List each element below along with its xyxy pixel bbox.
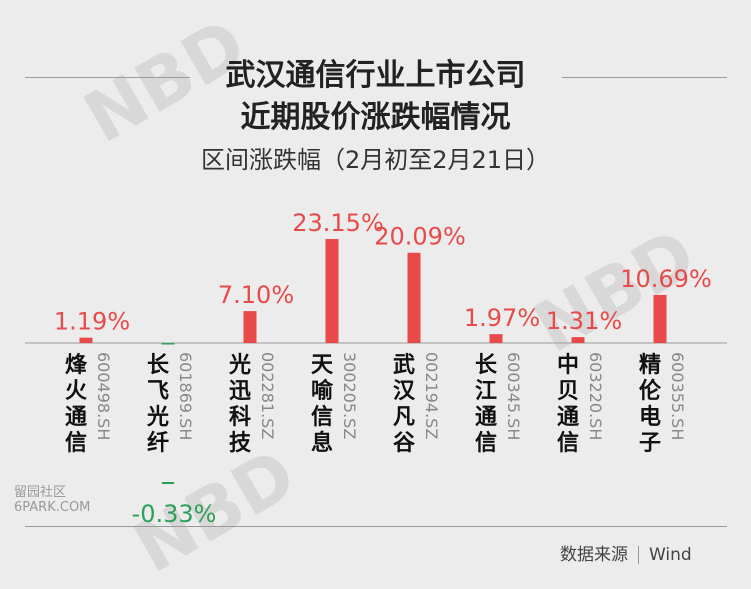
category-label-2: 长飞光纤 <box>146 353 170 456</box>
stock-code-1: 600498.SH <box>94 352 113 440</box>
bar-1 <box>79 337 93 343</box>
category-label-7: 中贝通信 <box>557 353 579 456</box>
category-label-1: 烽火通信 <box>65 352 88 456</box>
stock-code-5: 002194.SZ <box>422 352 441 439</box>
source-note: 数据来源 Wind <box>560 540 692 565</box>
bar-3 <box>243 311 257 343</box>
stock-code-4: 300205.SZ <box>340 352 359 439</box>
bar-6 <box>489 334 503 343</box>
site-watermark-line2: 6PARK.COM <box>14 500 91 515</box>
category-label-4: 天喻信息 <box>311 353 334 456</box>
value-label-1: 1.19% <box>54 308 130 336</box>
stock-code-7: 603220.SH <box>586 352 605 440</box>
value-label-2: -0.33% <box>132 500 217 528</box>
bar-7 <box>571 337 585 343</box>
value-label-7: 1.31% <box>546 307 622 335</box>
source-separator <box>638 546 639 564</box>
category-label-6: 长江通信 <box>475 353 498 456</box>
site-watermark: 留园社区 6PARK.COM <box>14 485 90 515</box>
stock-code-2: 601869.SH <box>176 352 195 440</box>
title-rule-right <box>562 77 727 78</box>
value-label-6: 1.97% <box>464 304 540 332</box>
title-rule-left <box>25 77 190 78</box>
bottom-rule <box>25 526 727 527</box>
chart-subtitle: 区间涨跌幅（2月初至2月21日） <box>200 146 551 174</box>
source-value: Wind <box>649 545 692 565</box>
value-label-4: 23.15% <box>292 209 384 237</box>
value-label-3: 7.10% <box>218 281 294 309</box>
stock-code-3: 002281.SZ <box>258 352 277 439</box>
category-label-3: 光迅科技 <box>228 353 252 456</box>
category-label-5: 武汉凡谷 <box>393 353 416 456</box>
bar-8 <box>653 294 667 343</box>
bar-5 <box>407 252 421 343</box>
value-label-5: 20.09% <box>374 223 466 251</box>
value-label-8: 10.69% <box>620 265 712 293</box>
source-label: 数据来源 <box>560 545 628 565</box>
bar-4 <box>325 239 339 343</box>
stock-code-8: 600355.SH <box>668 352 687 440</box>
chart-title-line2: 近期股价涨跌幅情况 <box>240 100 511 135</box>
stock-code-6: 600345.SH <box>504 352 523 440</box>
site-watermark-line1: 留园社区 <box>14 485 67 500</box>
bar-2 <box>161 343 175 345</box>
chart-title-line1: 武汉通信行业上市公司 <box>225 58 526 93</box>
category-label-8: 精伦电子 <box>639 352 662 456</box>
